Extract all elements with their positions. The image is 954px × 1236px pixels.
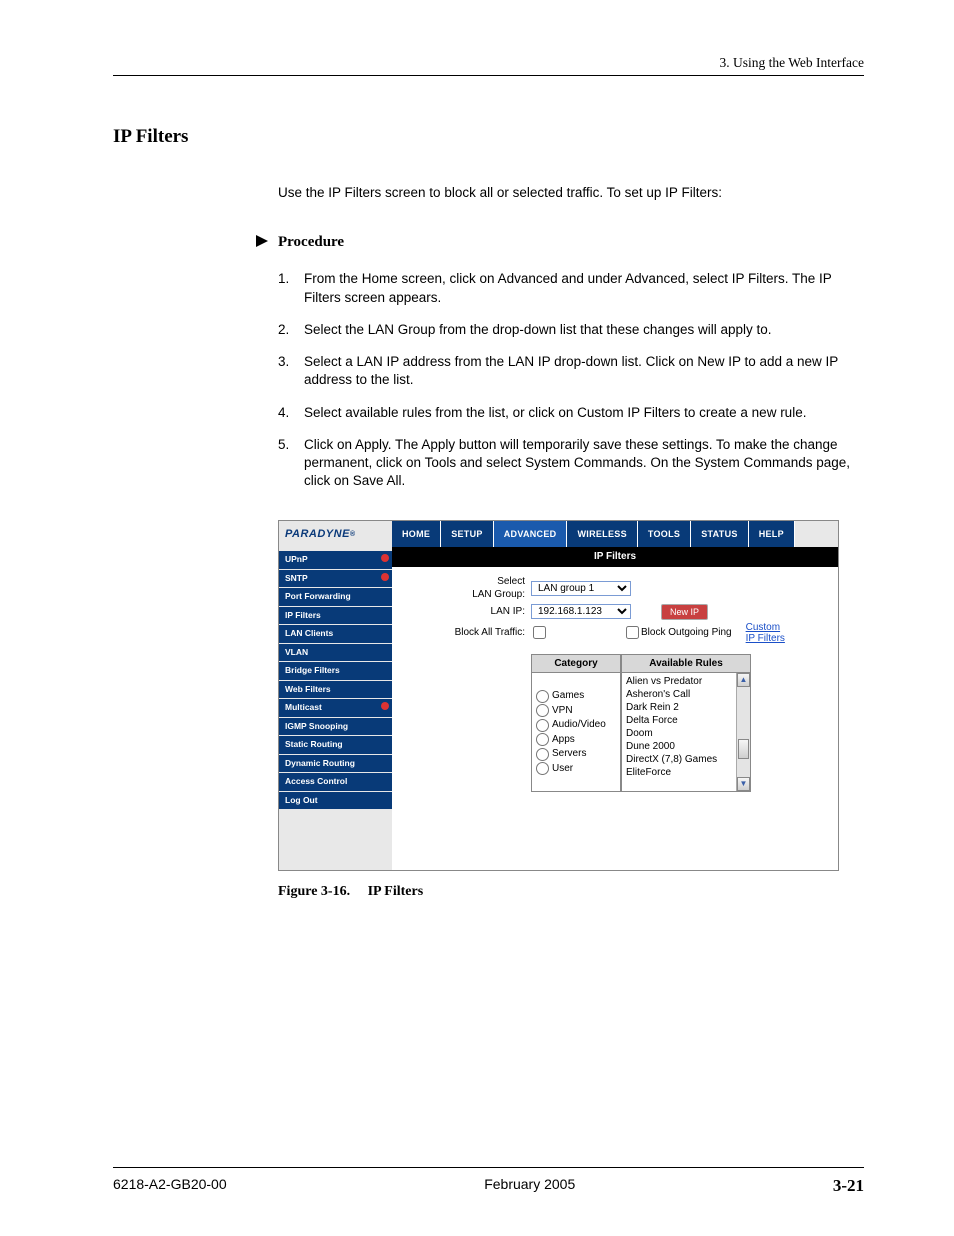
sidebar-item-ip-filters[interactable]: IP Filters <box>279 607 392 624</box>
tab-wireless[interactable]: WIRELESS <box>567 521 637 547</box>
rules-listbox[interactable]: Alien vs Predator Asheron's Call Dark Re… <box>622 673 750 791</box>
procedure-heading: Procedure <box>278 232 864 252</box>
category-column: Category Games VPN Audio/Video Apps Serv… <box>531 654 621 793</box>
category-option[interactable]: User <box>536 762 616 776</box>
category-header: Category <box>532 655 620 674</box>
sidebar-item-upnp[interactable]: UPnP <box>279 551 392 568</box>
tab-tools[interactable]: TOOLS <box>638 521 691 547</box>
rules-column: Available Rules Alien vs Predator Ashero… <box>621 654 751 793</box>
step-item: From the Home screen, click on Advanced … <box>278 270 864 306</box>
sidebar-item-bridge-filters[interactable]: Bridge Filters <box>279 662 392 679</box>
sidebar-item-lan-clients[interactable]: LAN Clients <box>279 625 392 642</box>
breadcrumb: 3. Using the Web Interface <box>720 55 865 70</box>
label-block-all: Block All Traffic: <box>402 626 531 640</box>
figure: PARADYNE® HOME SETUP ADVANCED WIRELESS T… <box>278 520 864 901</box>
rule-item[interactable]: DirectX (7,8) Games <box>626 753 750 766</box>
triangle-icon <box>256 235 268 247</box>
rule-item[interactable]: EliteForce <box>626 766 750 779</box>
step-item: Select the LAN Group from the drop-down … <box>278 321 864 339</box>
page-header: 3. Using the Web Interface <box>113 55 864 76</box>
scroll-thumb[interactable] <box>738 739 749 759</box>
rule-item[interactable]: Dark Rein 2 <box>626 701 750 714</box>
footer-date: February 2005 <box>484 1176 575 1196</box>
screenshot: PARADYNE® HOME SETUP ADVANCED WIRELESS T… <box>278 520 839 871</box>
rule-item[interactable]: Alien vs Predator <box>626 675 750 688</box>
block-all-checkbox[interactable] <box>533 626 546 639</box>
tab-advanced[interactable]: ADVANCED <box>494 521 568 547</box>
nav-tabs: HOME SETUP ADVANCED WIRELESS TOOLS STATU… <box>392 521 795 547</box>
sidebar-item-igmp-snooping[interactable]: IGMP Snooping <box>279 718 392 735</box>
status-dot-icon <box>381 573 389 581</box>
tab-status[interactable]: STATUS <box>691 521 748 547</box>
sidebar-item-sntp[interactable]: SNTP <box>279 570 392 587</box>
steps-list: From the Home screen, click on Advanced … <box>278 270 864 490</box>
figure-caption: Figure 3-16. IP Filters <box>278 883 864 902</box>
lan-group-select[interactable]: LAN group 1 <box>531 581 631 596</box>
new-ip-button[interactable]: New IP <box>661 604 708 620</box>
rule-item[interactable]: Doom <box>626 727 750 740</box>
status-dot-icon <box>381 702 389 710</box>
procedure-label: Procedure <box>278 234 344 250</box>
sidebar: UPnP SNTP Port Forwarding IP Filters LAN… <box>279 547 392 870</box>
step-item: Select a LAN IP address from the LAN IP … <box>278 353 864 389</box>
step-item: Click on Apply. The Apply button will te… <box>278 436 864 491</box>
sidebar-item-vlan[interactable]: VLAN <box>279 644 392 661</box>
page-footer: 6218-A2-GB20-00 February 2005 3-21 <box>113 1167 864 1196</box>
custom-ip-filters-link[interactable]: CustomIP Filters <box>746 622 785 644</box>
sidebar-item-port-forwarding[interactable]: Port Forwarding <box>279 588 392 605</box>
label-lan-ip: LAN IP: <box>402 605 531 619</box>
rule-item[interactable]: Dune 2000 <box>626 740 750 753</box>
tab-help[interactable]: HELP <box>749 521 795 547</box>
sidebar-item-access-control[interactable]: Access Control <box>279 773 392 790</box>
sidebar-item-static-routing[interactable]: Static Routing <box>279 736 392 753</box>
tab-home[interactable]: HOME <box>392 521 441 547</box>
figure-number: Figure 3-16. <box>278 884 350 899</box>
sidebar-item-dynamic-routing[interactable]: Dynamic Routing <box>279 755 392 772</box>
status-dot-icon <box>381 554 389 562</box>
section-title: IP Filters <box>113 126 864 148</box>
category-option[interactable]: Servers <box>536 747 616 761</box>
block-ping-checkbox[interactable] <box>626 626 639 639</box>
tab-setup[interactable]: SETUP <box>441 521 494 547</box>
scrollbar[interactable]: ▲ ▼ <box>736 673 750 791</box>
footer-page-number: 3-21 <box>833 1176 864 1196</box>
sidebar-item-multicast[interactable]: Multicast <box>279 699 392 716</box>
brand-logo: PARADYNE® <box>279 521 392 547</box>
main-panel: IP Filters SelectLAN Group: LAN group 1 <box>392 547 838 870</box>
rule-item[interactable]: Delta Force <box>626 714 750 727</box>
figure-title: IP Filters <box>368 884 424 899</box>
screenshot-topbar: PARADYNE® HOME SETUP ADVANCED WIRELESS T… <box>279 521 838 547</box>
category-option[interactable]: Apps <box>536 733 616 747</box>
intro-paragraph: Use the IP Filters screen to block all o… <box>278 184 864 202</box>
scroll-up-icon[interactable]: ▲ <box>737 673 750 687</box>
category-option[interactable]: Audio/Video <box>536 718 616 732</box>
category-option[interactable]: VPN <box>536 704 616 718</box>
label-block-ping: Block Outgoing Ping <box>641 627 732 638</box>
rules-header: Available Rules <box>622 655 750 674</box>
category-rules-box: Category Games VPN Audio/Video Apps Serv… <box>531 654 828 793</box>
category-option[interactable]: Games <box>536 689 616 703</box>
step-item: Select available rules from the list, or… <box>278 404 864 422</box>
sidebar-item-web-filters[interactable]: Web Filters <box>279 681 392 698</box>
scroll-down-icon[interactable]: ▼ <box>737 777 750 791</box>
footer-doc-id: 6218-A2-GB20-00 <box>113 1176 227 1196</box>
rule-item[interactable]: Asheron's Call <box>626 688 750 701</box>
label-select-lan-group: SelectLAN Group: <box>402 575 531 602</box>
panel-title: IP Filters <box>392 547 838 567</box>
lan-ip-select[interactable]: 192.168.1.123 <box>531 604 631 619</box>
sidebar-item-log-out[interactable]: Log Out <box>279 792 392 809</box>
